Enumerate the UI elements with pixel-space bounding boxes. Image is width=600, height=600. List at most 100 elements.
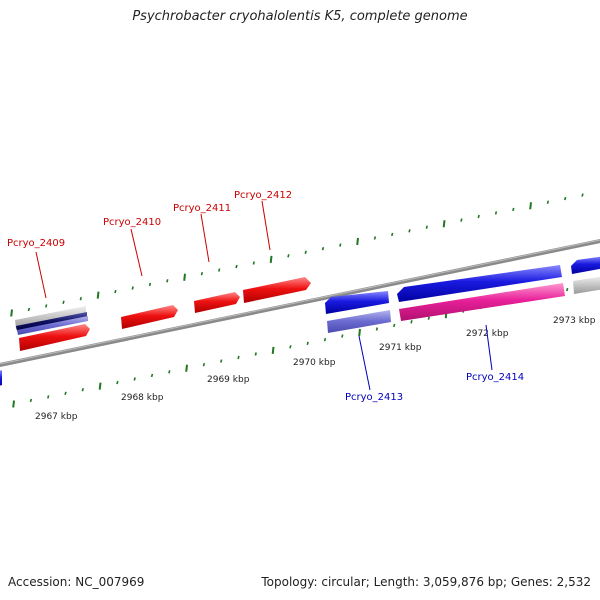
- scale-label: 2968 kbp: [121, 393, 164, 403]
- minor-tick: [202, 362, 206, 367]
- reverse-strand-genes: [0, 256, 600, 386]
- minor-tick: [460, 218, 463, 222]
- minor-tick: [546, 200, 550, 204]
- gene-arrow-pcryo-2414: [399, 283, 565, 321]
- minor-tick: [427, 316, 430, 320]
- minor-tick: [27, 307, 31, 312]
- genome-backbone-highlight: [0, 239, 600, 365]
- minor-tick: [323, 337, 327, 342]
- scale-label: 2971 kbp: [379, 343, 422, 353]
- minor-tick: [166, 279, 169, 283]
- minor-tick: [79, 296, 82, 301]
- gene-arrow-pcryo-2409: [19, 324, 90, 351]
- gene-arrow-blue-c: [571, 256, 600, 274]
- minor-tick: [131, 286, 134, 290]
- minor-tick: [133, 377, 136, 381]
- major-tick: [96, 291, 100, 299]
- minor-tick: [477, 214, 480, 219]
- minor-tick: [494, 211, 498, 215]
- gene-arrow-blue-b: [397, 265, 562, 302]
- major-tick: [529, 202, 532, 210]
- leader-line: [261, 200, 271, 251]
- minor-tick: [287, 254, 290, 258]
- scale-label: 2969 kbp: [207, 375, 250, 385]
- gene-arrow-pcryo-2410: [121, 305, 178, 329]
- minor-tick: [341, 334, 344, 338]
- gene-arrow-blue-left-edge: [0, 370, 2, 386]
- minor-tick: [410, 320, 413, 324]
- minor-tick: [168, 370, 171, 374]
- minor-tick: [375, 327, 379, 331]
- minor-tick: [64, 391, 67, 396]
- minor-tick: [373, 236, 377, 240]
- minor-tick: [148, 282, 152, 287]
- minor-tick: [150, 373, 154, 378]
- minor-tick: [62, 300, 65, 305]
- scale-label: 2973 kbp: [553, 316, 596, 326]
- minor-tick: [564, 196, 567, 201]
- minor-tick: [408, 229, 411, 233]
- minor-tick: [45, 304, 48, 308]
- outer-tick-row: [10, 193, 584, 317]
- major-tick: [98, 382, 102, 390]
- inner-tick-row: [12, 284, 586, 408]
- minor-tick: [116, 380, 119, 385]
- label-leaders: [35, 200, 493, 391]
- minor-tick: [47, 395, 50, 399]
- major-tick: [185, 364, 188, 372]
- gene-label-pcryo-2410: Pcryo_2410: [103, 217, 161, 228]
- gene-arrow-pcryo-2413: [327, 310, 391, 333]
- scale-label: 2967 kbp: [35, 412, 78, 422]
- minor-tick: [114, 289, 117, 294]
- gene-arrow-pcryo-2412: [243, 277, 311, 303]
- gene-arrow-blue-a: [325, 291, 389, 314]
- minor-tick: [252, 261, 255, 265]
- minor-tick: [339, 243, 342, 247]
- gene-label-pcryo-2412: Pcryo_2412: [234, 190, 292, 201]
- gene-label-pcryo-2414: Pcryo_2414: [466, 372, 524, 383]
- gene-label-pcryo-2413: Pcryo_2413: [345, 392, 403, 403]
- minor-tick: [304, 250, 307, 255]
- leader-line: [130, 228, 143, 277]
- major-tick: [269, 255, 273, 264]
- major-tick: [12, 400, 15, 408]
- minor-tick: [581, 193, 584, 197]
- gene-labels: Pcryo_2409 Pcryo_2410 Pcryo_2411 Pcryo_2…: [7, 190, 524, 403]
- major-tick: [442, 220, 446, 228]
- gene-label-pcryo-2411: Pcryo_2411: [173, 203, 231, 214]
- gene-arrow-lavender: [17, 316, 88, 335]
- minor-tick: [220, 359, 223, 363]
- major-tick: [358, 328, 361, 337]
- gene-label-pcryo-2409: Pcryo_2409: [7, 238, 65, 249]
- leader-line: [485, 324, 493, 371]
- leader-line: [200, 213, 210, 263]
- minor-tick: [254, 352, 257, 356]
- minor-tick: [393, 323, 396, 328]
- genome-summary-text: Topology: circular; Length: 3,059,876 bp…: [261, 575, 591, 589]
- forward-strand-genes: [15, 277, 311, 351]
- map-title: Psychrobacter cryohalolentis K5, complet…: [132, 9, 468, 24]
- minor-tick: [306, 341, 309, 346]
- scale-label: 2970 kbp: [293, 358, 336, 368]
- minor-tick: [218, 268, 221, 272]
- minor-tick: [200, 271, 204, 276]
- minor-tick: [235, 264, 238, 269]
- genome-backbone: [0, 238, 600, 368]
- minor-tick: [289, 345, 292, 349]
- leader-line: [358, 335, 371, 391]
- gene-arrow-navy: [16, 312, 87, 331]
- minor-tick: [566, 287, 569, 292]
- minor-tick: [512, 207, 515, 212]
- major-tick: [183, 273, 186, 281]
- minor-tick: [237, 355, 240, 360]
- gene-arrow-pcryo-2411: [194, 292, 240, 313]
- minor-tick: [391, 232, 394, 237]
- minor-tick: [81, 387, 84, 392]
- major-tick: [271, 346, 275, 355]
- minor-tick: [29, 398, 33, 403]
- minor-tick: [321, 246, 325, 251]
- gene-arrow-grey-right: [573, 276, 600, 294]
- leader-line: [35, 251, 47, 299]
- scale-labels: 2967 kbp 2968 kbp 2969 kbp 2970 kbp 2971…: [35, 316, 596, 422]
